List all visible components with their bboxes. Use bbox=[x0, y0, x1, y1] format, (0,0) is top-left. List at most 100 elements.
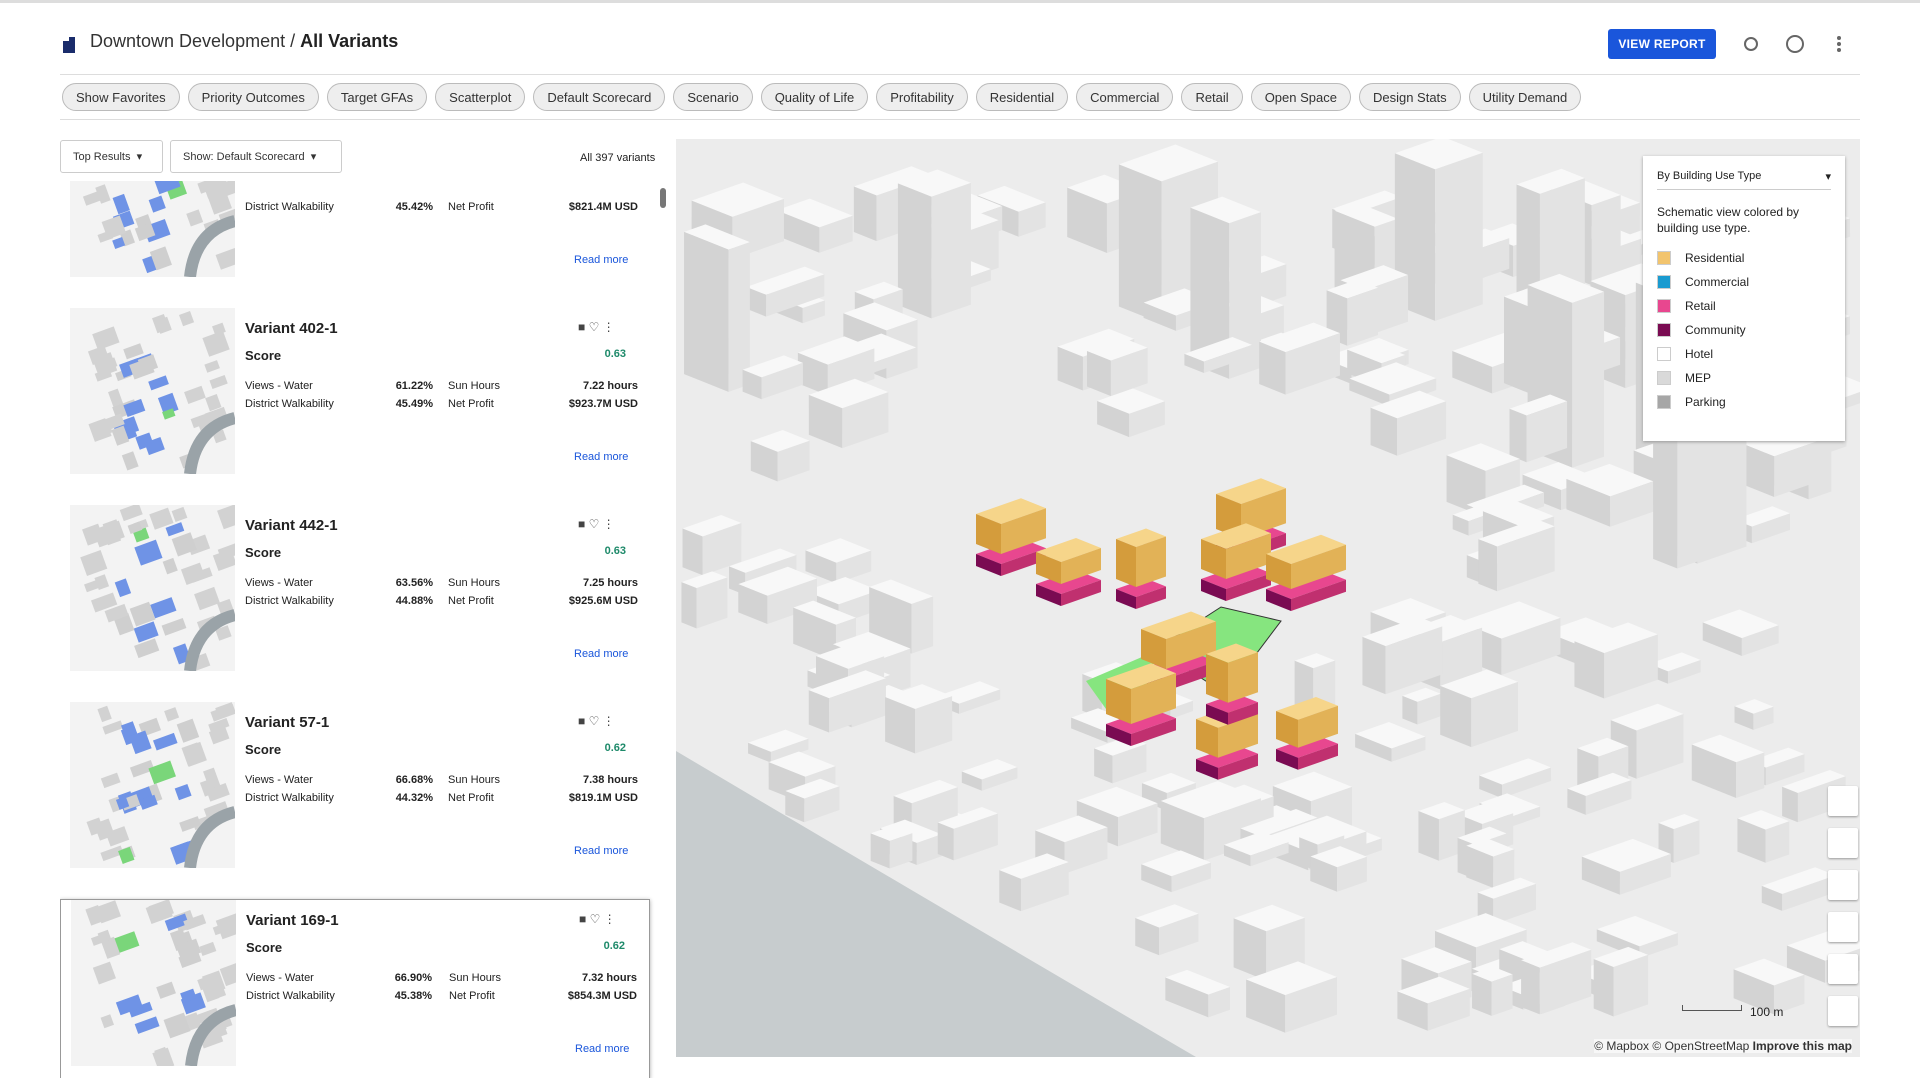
score-value: 0.63 bbox=[604, 545, 626, 557]
help-icon[interactable] bbox=[1786, 35, 1804, 53]
variant-card[interactable]: District Walkability 45.42% Net Profit $821… bbox=[60, 181, 650, 301]
tool-button[interactable] bbox=[1828, 870, 1858, 900]
attribution-link[interactable]: © OpenStreetMap bbox=[1652, 1039, 1750, 1053]
thumb-block bbox=[219, 962, 236, 987]
divider bbox=[60, 74, 1860, 75]
metric-value: 7.25 hours bbox=[582, 577, 638, 589]
metric-label: Sun Hours bbox=[448, 774, 500, 786]
context-building bbox=[742, 355, 803, 378]
tool-button[interactable] bbox=[1828, 954, 1858, 984]
development-tower bbox=[1206, 643, 1258, 663]
attribution-link[interactable]: © Mapbox bbox=[1594, 1039, 1650, 1053]
filter-tab[interactable]: Profitability bbox=[876, 83, 968, 111]
tool-button[interactable] bbox=[1828, 996, 1858, 1026]
read-more-link[interactable]: Read more bbox=[574, 648, 629, 660]
read-more-link[interactable]: Read more bbox=[574, 451, 629, 463]
context-building bbox=[1658, 813, 1700, 830]
legend-dropdown[interactable]: By Building Use Type ▾ bbox=[1657, 170, 1831, 190]
context-building bbox=[797, 352, 828, 396]
context-building bbox=[746, 266, 825, 295]
thumb-block bbox=[202, 330, 230, 357]
development-podium bbox=[1106, 708, 1176, 734]
context-building bbox=[1094, 748, 1113, 784]
context-building bbox=[776, 198, 853, 228]
development-tower bbox=[1196, 719, 1218, 758]
context-building bbox=[1417, 693, 1441, 725]
context-building bbox=[684, 231, 729, 392]
development-podium bbox=[1166, 661, 1216, 691]
development-podium bbox=[976, 554, 1001, 576]
filter-tab[interactable]: Retail bbox=[1181, 83, 1243, 111]
filter-tab[interactable]: Priority Outcomes bbox=[187, 83, 319, 111]
project-link[interactable]: Downtown Development bbox=[90, 31, 286, 51]
menu-icon[interactable] bbox=[1837, 36, 1841, 52]
context-building bbox=[777, 440, 810, 482]
context-building bbox=[1761, 885, 1783, 911]
variant-icons[interactable]: ■ ♡ ⋮ bbox=[578, 714, 615, 728]
context-building bbox=[1370, 390, 1447, 419]
score-value: 0.63 bbox=[604, 348, 626, 360]
filter-tab[interactable]: Utility Demand bbox=[1468, 83, 1582, 111]
separator: / bbox=[290, 31, 296, 51]
variant-icons[interactable]: ■ ♡ ⋮ bbox=[578, 320, 615, 334]
scorecard-dropdown[interactable]: Show: Default Scorecard ▾ bbox=[170, 140, 342, 173]
variant-card[interactable]: Variant 169-1 ■ ♡ ⋮ Score 0.62 Views - Water… bbox=[60, 899, 650, 1078]
context-building bbox=[819, 215, 853, 253]
context-building bbox=[938, 681, 1001, 704]
filter-tab[interactable]: Target GFAs bbox=[326, 83, 428, 111]
filter-tab[interactable]: Commercial bbox=[1076, 83, 1174, 111]
variant-card[interactable]: Variant 402-1 ■ ♡ ⋮ Score 0.63 Views - Water… bbox=[60, 308, 650, 498]
filter-tab[interactable]: Quality of Life bbox=[760, 83, 869, 111]
thumb-block bbox=[92, 961, 116, 985]
legend: By Building Use Type ▾ Schematic view col… bbox=[1643, 156, 1845, 441]
context-building bbox=[761, 362, 803, 400]
thumb-block bbox=[194, 1007, 220, 1025]
context-building bbox=[1418, 811, 1439, 861]
context-building bbox=[1440, 685, 1472, 748]
filter-tab[interactable]: Residential bbox=[975, 83, 1069, 111]
metric-value: 44.88% bbox=[395, 595, 433, 607]
variant-icons[interactable]: ■ ♡ ⋮ bbox=[578, 517, 615, 531]
filter-tab[interactable]: Open Space bbox=[1250, 83, 1351, 111]
context-building bbox=[1572, 291, 1605, 468]
metric-value: $819.1M USD bbox=[568, 792, 638, 804]
variant-card[interactable]: Variant 57-1 ■ ♡ ⋮ Score 0.62 Views - Water 6… bbox=[60, 702, 650, 892]
context-building bbox=[1493, 849, 1515, 889]
development-podium bbox=[1116, 589, 1136, 609]
filter-tab[interactable]: Scenario bbox=[673, 83, 753, 111]
tool-button[interactable] bbox=[1828, 828, 1858, 858]
thumb-block bbox=[100, 1014, 114, 1029]
thumb-block bbox=[150, 597, 177, 619]
variant-icons[interactable]: ■ ♡ ⋮ bbox=[579, 912, 616, 926]
sort-dropdown[interactable]: Top Results ▾ bbox=[60, 140, 163, 173]
thumb-road bbox=[184, 215, 235, 277]
context-building bbox=[885, 684, 953, 710]
context-building bbox=[748, 742, 771, 763]
metric-value: 7.22 hours bbox=[582, 380, 638, 392]
variant-thumbnail bbox=[70, 308, 235, 474]
context-building bbox=[854, 281, 903, 300]
improve-link[interactable]: Improve this map bbox=[1752, 1039, 1852, 1053]
scrollbar[interactable] bbox=[660, 188, 666, 208]
thumb-block bbox=[111, 425, 130, 446]
filter-tab[interactable]: Show Favorites bbox=[62, 83, 180, 111]
view-report-button[interactable]: VIEW REPORT bbox=[1608, 29, 1716, 59]
tool-button[interactable] bbox=[1828, 786, 1858, 816]
read-more-link[interactable]: Read more bbox=[574, 845, 629, 857]
refresh-icon[interactable] bbox=[1744, 37, 1758, 51]
map[interactable]: By Building Use Type ▾ Schematic view col… bbox=[676, 139, 1860, 1057]
filter-tab[interactable]: Scatterplot bbox=[435, 83, 526, 111]
thumb-block bbox=[115, 796, 130, 810]
tool-button[interactable] bbox=[1828, 912, 1858, 942]
context-building bbox=[750, 441, 778, 482]
thumb-block bbox=[129, 601, 156, 627]
context-building bbox=[893, 779, 958, 804]
context-building bbox=[1567, 788, 1586, 815]
filter-tab[interactable]: Design Stats bbox=[1358, 83, 1461, 111]
context-building bbox=[1347, 287, 1379, 346]
filter-tab[interactable]: Default Scorecard bbox=[533, 83, 666, 111]
read-more-link[interactable]: Read more bbox=[574, 254, 629, 266]
context-building bbox=[1782, 769, 1846, 794]
read-more-link[interactable]: Read more bbox=[575, 1043, 630, 1055]
variant-card[interactable]: Variant 442-1 ■ ♡ ⋮ Score 0.63 Views - Water… bbox=[60, 505, 650, 695]
